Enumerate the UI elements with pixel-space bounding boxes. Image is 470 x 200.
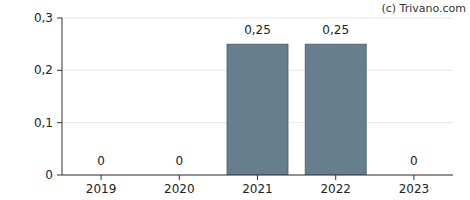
bars: [227, 44, 366, 175]
data-label: 0: [175, 154, 183, 168]
data-label: 0: [97, 154, 105, 168]
y-tick-label: 0,2: [34, 63, 53, 77]
x-tick-label: 2020: [164, 182, 195, 196]
x-tick-label: 2021: [242, 182, 273, 196]
x-tick: [257, 175, 258, 180]
x-tick-label: 2022: [320, 182, 351, 196]
data-label: 0,25: [244, 23, 271, 37]
y-tick-label: 0,1: [34, 116, 53, 130]
y-tick: [57, 70, 62, 71]
y-tick: [57, 18, 62, 19]
x-tick: [413, 175, 414, 180]
y-axis: [62, 18, 63, 175]
data-label: 0: [410, 154, 418, 168]
x-tick: [179, 175, 180, 180]
y-tick: [57, 175, 62, 176]
y-tick-label: 0,3: [34, 11, 53, 25]
x-tick: [335, 175, 336, 180]
x-tick-label: 2023: [399, 182, 430, 196]
bar: [305, 44, 366, 175]
annotation: (c) Trivano.com: [381, 2, 466, 15]
x-tick-label: 2019: [86, 182, 117, 196]
chart-container: 0 0,1 0,2 0,3 0 0 0,25 0,25 0 2019 2020 2021 2022 202…: [0, 0, 470, 200]
chart-svg: 0 0,1 0,2 0,3 0 0 0,25 0,25 0 2019 2020 2021 2022 202…: [0, 0, 470, 200]
grid-line: [62, 18, 453, 19]
y-tick: [57, 122, 62, 123]
y-tick-label: 0: [45, 168, 53, 182]
x-tick: [101, 175, 102, 180]
data-label: 0,25: [322, 23, 349, 37]
bar: [227, 44, 288, 175]
